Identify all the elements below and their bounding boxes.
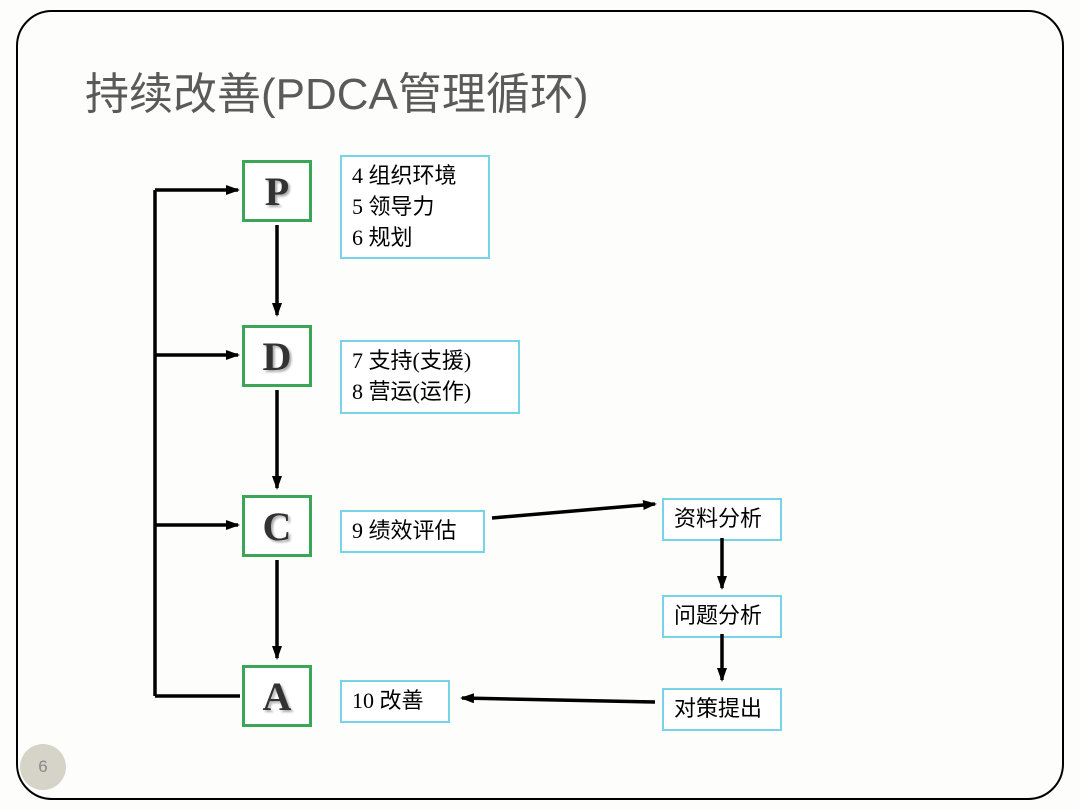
node-p: P (242, 160, 312, 222)
analysis-problem: 问题分析 (662, 595, 782, 638)
node-c: C (242, 495, 312, 557)
node-d: D (242, 325, 312, 387)
desc-a: 10 改善 (340, 680, 450, 723)
node-c-label: C (263, 503, 292, 550)
node-a-label: A (263, 673, 292, 720)
desc-p: 4 组织环境 5 领导力 6 规划 (340, 155, 490, 259)
node-d-label: D (263, 333, 292, 380)
analysis-action: 对策提出 (662, 688, 782, 731)
slide-frame (16, 10, 1064, 800)
desc-c: 9 绩效评估 (340, 510, 485, 553)
slide-title: 持续改善(PDCA管理循环) (85, 58, 589, 122)
desc-d: 7 支持(支援) 8 营运(运作) (340, 340, 520, 414)
node-a: A (242, 665, 312, 727)
analysis-data: 资料分析 (662, 498, 782, 541)
page-number: 6 (20, 744, 66, 790)
node-p-label: P (265, 168, 289, 215)
